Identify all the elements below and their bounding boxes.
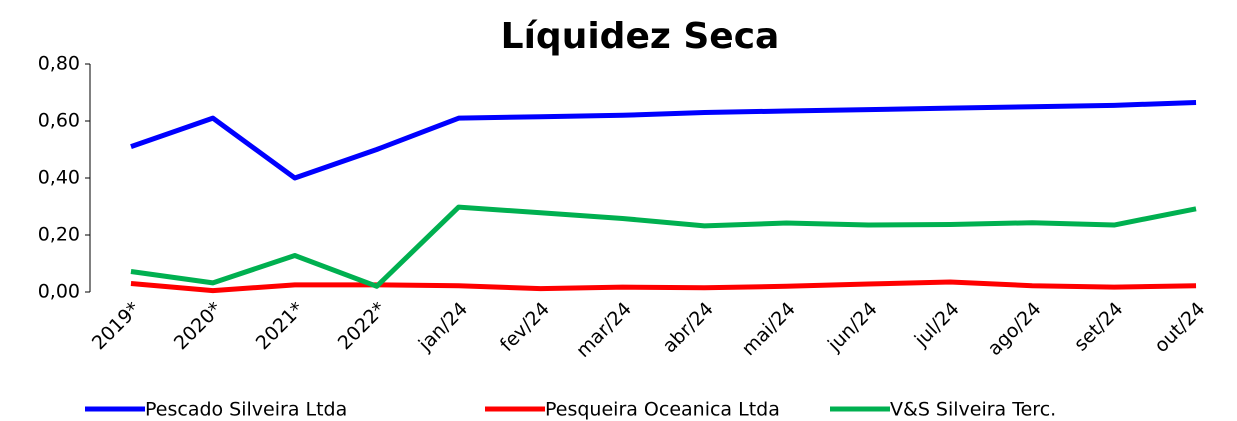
- x-tick-label: 2020*: [170, 298, 226, 354]
- x-tick-label: fev/24: [496, 298, 554, 356]
- y-tick-label: 0,60: [38, 110, 80, 132]
- y-tick-label: 0,40: [38, 167, 80, 189]
- legend-label: V&S Silveira Terc.: [890, 399, 1056, 421]
- x-tick-label: jan/24: [414, 298, 472, 356]
- x-tick-label: abr/24: [658, 298, 717, 357]
- x-tick-label: jul/24: [910, 298, 964, 352]
- x-tick-label: mai/24: [738, 298, 800, 360]
- series-line: [130, 279, 1197, 294]
- series-line: [130, 204, 1197, 289]
- x-tick-label: 2022*: [334, 298, 390, 354]
- series-line: [130, 99, 1197, 181]
- y-tick-label: 0,20: [38, 224, 80, 246]
- chart-title: Líquidez Seca: [501, 16, 780, 57]
- x-tick-label: 2019*: [88, 298, 144, 354]
- y-tick-label: 0,00: [38, 281, 80, 303]
- legend-label: Pescado Silveira Ltda: [145, 399, 347, 421]
- x-tick-label: out/24: [1150, 298, 1209, 357]
- y-tick-label: 0,80: [38, 53, 80, 75]
- x-tick-label: set/24: [1070, 298, 1128, 356]
- legend-label: Pesqueira Oceanica Ltda: [545, 399, 780, 421]
- x-tick-label: ago/24: [983, 298, 1045, 360]
- x-tick-label: mar/24: [572, 298, 636, 362]
- x-tick-label: jun/24: [823, 298, 882, 357]
- x-tick-label: 2021*: [252, 298, 308, 354]
